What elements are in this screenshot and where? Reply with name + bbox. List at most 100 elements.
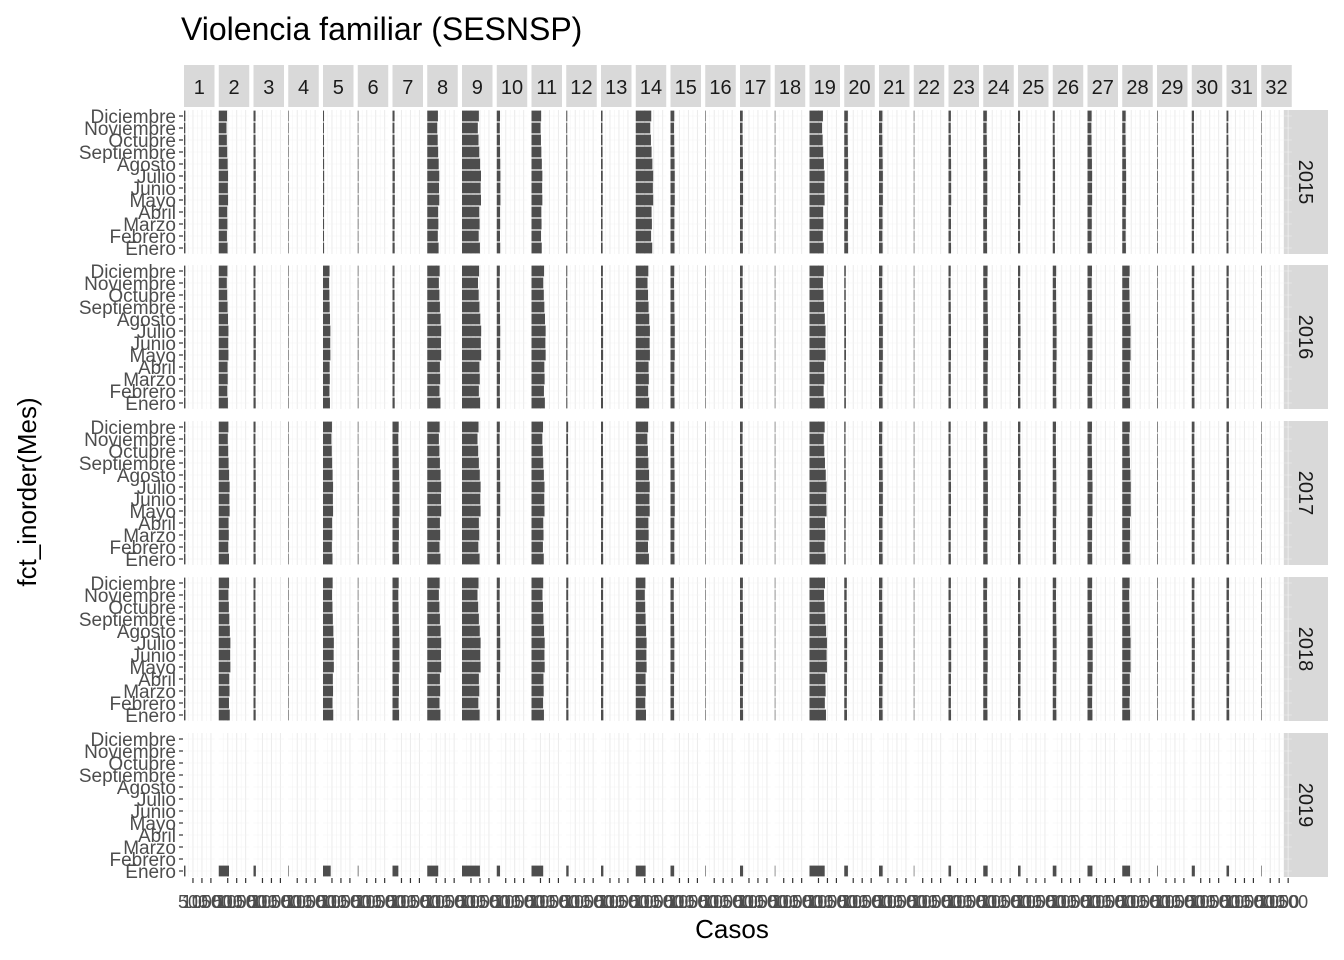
- bar: [1018, 661, 1021, 673]
- bar: [496, 134, 500, 146]
- bar: [635, 361, 649, 373]
- bar: [844, 601, 847, 613]
- bar: [392, 661, 400, 673]
- bar: [462, 529, 480, 541]
- column-strip-label: 21: [883, 77, 905, 99]
- y-tick-label: Enero: [125, 394, 176, 415]
- bar: [184, 589, 186, 601]
- facet-panel: [879, 733, 910, 877]
- bar: [879, 697, 883, 709]
- bar: [809, 625, 827, 637]
- bar: [288, 481, 289, 493]
- bar: [496, 337, 501, 349]
- x-tick-label: 500: [352, 892, 382, 912]
- bar: [1087, 397, 1093, 409]
- y-tick-label: Junio: [131, 334, 176, 355]
- bar: [1087, 146, 1092, 158]
- bar: [601, 265, 603, 277]
- bar: [913, 110, 915, 122]
- x-tick-label: 500: [282, 892, 312, 912]
- x-tick-label: 500: [1081, 892, 1111, 912]
- bar: [218, 505, 230, 517]
- bar: [392, 218, 395, 230]
- bar: [288, 206, 289, 218]
- bar: [705, 673, 706, 685]
- column-strip: [879, 65, 910, 107]
- facet-panel: [948, 110, 979, 254]
- column-strip-label: 23: [953, 77, 975, 99]
- bar: [184, 146, 186, 158]
- bar: [1052, 505, 1057, 517]
- bar: [1018, 289, 1021, 301]
- bar: [566, 277, 568, 289]
- bar: [740, 110, 743, 122]
- bar: [740, 625, 744, 637]
- bar: [1018, 865, 1021, 877]
- bar: [879, 385, 883, 397]
- bar: [357, 146, 359, 158]
- bar: [670, 637, 675, 649]
- bar: [1122, 457, 1130, 469]
- bar: [913, 194, 915, 206]
- bar: [1018, 337, 1021, 349]
- bar: [566, 697, 569, 709]
- bar: [913, 182, 915, 194]
- bar: [740, 445, 743, 457]
- bar: [357, 529, 359, 541]
- bar: [705, 277, 706, 289]
- bar: [774, 553, 776, 565]
- bar: [1226, 481, 1230, 493]
- bar: [1018, 361, 1021, 373]
- bar: [1261, 110, 1262, 122]
- bar: [809, 469, 826, 481]
- bar: [635, 493, 650, 505]
- bar: [566, 206, 568, 218]
- bar: [392, 325, 395, 337]
- bar: [253, 553, 256, 565]
- bar: [809, 134, 823, 146]
- bar: [948, 505, 952, 517]
- y-tick-label: Mayo: [130, 814, 176, 835]
- bar: [774, 289, 776, 301]
- bar: [670, 505, 675, 517]
- y-tick-label: Abril: [138, 826, 176, 847]
- bar: [218, 433, 228, 445]
- bar: [879, 313, 883, 325]
- bar: [983, 122, 987, 134]
- y-tick-label: Agosto: [117, 466, 176, 487]
- x-tick-label: 500: [873, 892, 903, 912]
- bar: [670, 158, 675, 170]
- bar: [357, 194, 359, 206]
- column-strip: [427, 65, 458, 107]
- bar: [462, 505, 481, 517]
- bar: [1122, 206, 1126, 218]
- bar: [323, 182, 325, 194]
- bar: [705, 505, 706, 517]
- bar: [462, 445, 479, 457]
- bar: [1157, 541, 1158, 553]
- bar: [218, 337, 229, 349]
- bar: [1226, 865, 1230, 877]
- x-tick-label: 1500: [643, 892, 683, 912]
- bar: [1157, 373, 1158, 385]
- bar: [983, 517, 988, 529]
- facet-panel: [566, 577, 597, 721]
- bar: [531, 589, 543, 601]
- bar: [948, 673, 951, 685]
- x-tick-label: 1500: [608, 892, 648, 912]
- bar: [1157, 457, 1158, 469]
- facet-panel: [983, 110, 1014, 254]
- bar: [740, 265, 743, 277]
- bar: [913, 541, 915, 553]
- bar: [218, 158, 228, 170]
- bar: [1191, 649, 1195, 661]
- bar: [1018, 469, 1021, 481]
- bar: [427, 865, 439, 877]
- bar: [496, 194, 501, 206]
- bar: [1157, 445, 1158, 457]
- bar: [740, 637, 744, 649]
- bar: [1052, 134, 1055, 146]
- column-strip-label: 14: [640, 77, 662, 99]
- bar: [635, 218, 652, 230]
- bar: [774, 182, 776, 194]
